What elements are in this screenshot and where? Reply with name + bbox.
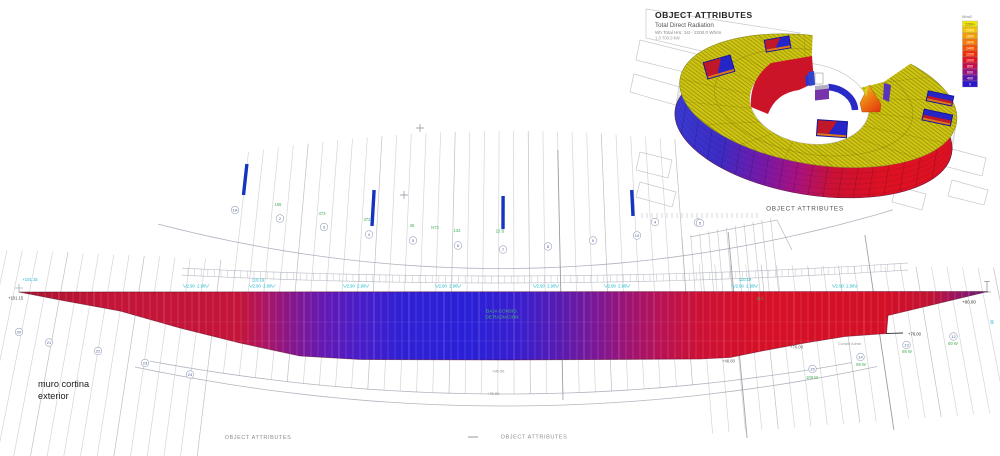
svg-text:+48.80: +48.80 — [722, 359, 736, 364]
svg-text:2000: 2000 — [966, 28, 974, 32]
svg-text:20: 20 — [17, 330, 22, 335]
svg-text:372: 372 — [364, 217, 372, 222]
svg-text:23: 23 — [143, 361, 148, 366]
svg-text:+80.00: +80.00 — [962, 300, 976, 305]
svg-text:2.90 2.90: 2.90 2.90 — [836, 284, 855, 289]
svg-text:45: 45 — [410, 223, 415, 228]
svg-text:+76.00: +76.00 — [908, 332, 922, 337]
svg-text:110.19: 110.19 — [739, 277, 752, 282]
svg-text:800: 800 — [967, 64, 973, 68]
svg-text:8: 8 — [547, 244, 550, 249]
svg-text:2200+: 2200+ — [965, 22, 975, 26]
svg-text:21: 21 — [47, 340, 52, 345]
svg-text:+95.00: +95.00 — [492, 369, 505, 374]
svg-text:108 W: 108 W — [806, 375, 818, 380]
svg-text:+101.15: +101.15 — [8, 296, 24, 301]
svg-text:473: 473 — [319, 211, 327, 216]
svg-text:7: 7 — [502, 247, 505, 252]
svg-text:15: 15 — [810, 367, 815, 372]
svg-text:6: 6 — [457, 243, 460, 248]
svg-text:14: 14 — [858, 355, 863, 360]
svg-text:2.90 2.90: 2.90 2.90 — [537, 284, 556, 289]
svg-text:12: 12 — [951, 334, 956, 339]
svg-text:2.90 2.90: 2.90 2.90 — [736, 284, 755, 289]
svg-text:1000: 1000 — [966, 58, 974, 62]
svg-text:N73: N73 — [431, 225, 439, 230]
svg-text:86 W: 86 W — [902, 349, 912, 354]
svg-text:165: 165 — [275, 202, 283, 207]
svg-text:+76.00: +76.00 — [790, 345, 804, 350]
svg-text:DE RADIACION: DE RADIACION — [485, 315, 518, 320]
svg-text:2.90 2.90: 2.90 2.90 — [187, 284, 206, 289]
svg-text:muro cortina: muro cortina — [38, 379, 90, 389]
svg-text:2.90 2.90: 2.90 2.90 — [608, 284, 627, 289]
svg-text:2.90 2.90: 2.90 2.90 — [439, 284, 458, 289]
svg-text:2.90 2.90: 2.90 2.90 — [253, 284, 272, 289]
svg-text:4: 4 — [654, 220, 657, 225]
svg-text:99 W: 99 W — [856, 362, 866, 367]
svg-text:BAJA CONSID.: BAJA CONSID. — [486, 309, 518, 314]
svg-text:9: 9 — [592, 238, 595, 243]
svg-text:1600: 1600 — [966, 40, 974, 44]
svg-text:4: 4 — [368, 232, 371, 237]
svg-text:OBJECT ATTRIBUTES: OBJECT ATTRIBUTES — [655, 10, 753, 20]
svg-text:exterior: exterior — [38, 391, 69, 401]
svg-text:90: 90 — [990, 319, 995, 324]
svg-text:Total Direct Radiation: Total Direct Radiation — [655, 22, 714, 29]
svg-text:22 B: 22 B — [496, 229, 505, 234]
svg-text:400: 400 — [967, 76, 973, 80]
svg-text:1800: 1800 — [966, 34, 974, 38]
svg-text:Cumple Admin: Cumple Admin — [838, 342, 861, 346]
svg-text:1200: 1200 — [966, 52, 974, 56]
svg-text:1A: 1A — [233, 208, 238, 213]
svg-text:110.19: 110.19 — [252, 278, 265, 283]
svg-text:1.0 700.0 kW: 1.0 700.0 kW — [655, 36, 680, 41]
svg-text:5: 5 — [699, 221, 702, 226]
svg-text:117: 117 — [757, 296, 764, 301]
svg-text:2.90 2.90: 2.90 2.90 — [347, 284, 366, 289]
svg-text:5: 5 — [412, 238, 415, 243]
svg-text:3: 3 — [323, 225, 326, 230]
svg-text:0: 0 — [969, 82, 971, 86]
svg-text:80 W: 80 W — [948, 341, 958, 346]
svg-text:OBJECT ATTRIBUTES: OBJECT ATTRIBUTES — [225, 435, 292, 441]
svg-text:134: 134 — [454, 228, 462, 233]
svg-text:600: 600 — [967, 70, 973, 74]
svg-text:OBJECT ATTRIBUTES: OBJECT ATTRIBUTES — [766, 206, 844, 213]
svg-text:22: 22 — [96, 349, 101, 354]
svg-text:+101.15: +101.15 — [22, 277, 38, 282]
svg-text:13: 13 — [904, 343, 909, 348]
svg-text:W/m2: W/m2 — [962, 15, 972, 19]
svg-text:2: 2 — [279, 216, 282, 221]
svg-text:10: 10 — [635, 233, 640, 238]
svg-text:24: 24 — [188, 372, 193, 377]
svg-text:Wh Total Hrs: 1st - 2200.0 Wh: Wh Total Hrs: 1st - 2200.0 Wh/m — [655, 30, 721, 35]
svg-text:1400: 1400 — [966, 46, 974, 50]
svg-text:OBJECT ATTRIBUTES: OBJECT ATTRIBUTES — [501, 435, 568, 441]
svg-text:+76.00: +76.00 — [487, 391, 500, 396]
